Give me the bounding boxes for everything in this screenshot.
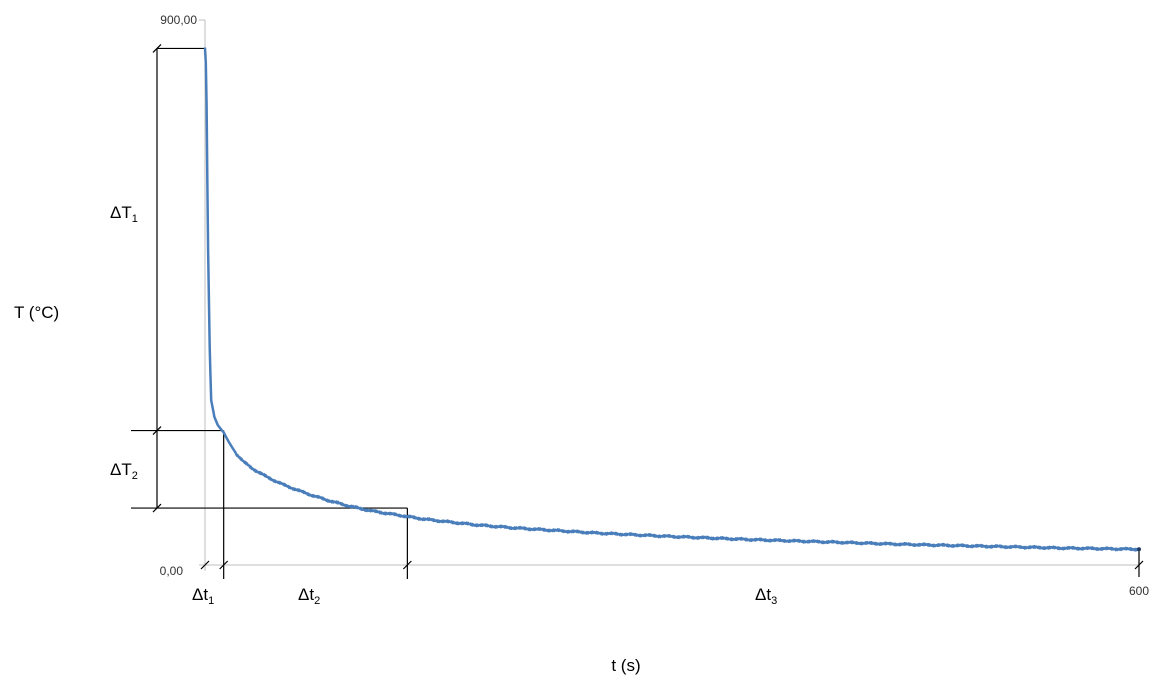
y-tick-label-max: 900,00 — [160, 13, 197, 27]
delta-T-slash-3 — [152, 503, 162, 513]
delta-t3-label: Δt3 — [755, 585, 777, 607]
delta-T1-label: ΔT1 — [110, 203, 138, 225]
temperature-curve — [203, 47, 1141, 552]
delta-t-slash-1 — [200, 560, 210, 570]
y-axis-title: T (°C) — [14, 303, 59, 322]
x-axis-title: t (s) — [611, 656, 640, 675]
delta-T-slash-1 — [152, 44, 162, 53]
delta-t-slash-4 — [1134, 560, 1144, 570]
y-axis-ticks — [199, 19, 205, 566]
delta-t2-label: Δt2 — [298, 585, 320, 607]
x-tick-label-max: 600 — [1129, 584, 1149, 598]
annotation-guides — [131, 44, 1144, 579]
delta-t1-label: Δt1 — [192, 585, 214, 607]
series-end-point — [1137, 547, 1141, 552]
delta-T-slash-2 — [152, 426, 162, 435]
y-tick-label-min: 0,00 — [160, 564, 184, 578]
delta-t-slash-3 — [402, 560, 412, 570]
x-axis-ticks — [204, 565, 1140, 571]
delta-T2-label: ΔT2 — [110, 460, 138, 482]
delta-t-slash-2 — [219, 560, 229, 570]
